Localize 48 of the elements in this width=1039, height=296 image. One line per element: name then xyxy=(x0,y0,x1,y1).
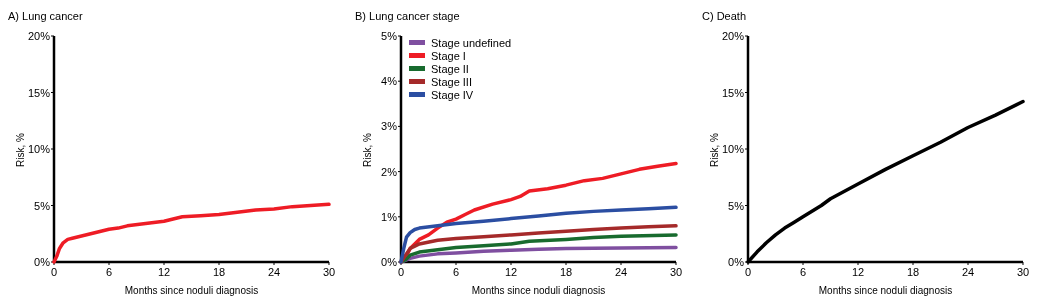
y-tick-label: 2% xyxy=(381,165,398,178)
x-tick-label: 24 xyxy=(267,266,281,278)
x-tick-label: 0 xyxy=(744,266,752,278)
y-axis-title: Risk, % xyxy=(362,132,373,167)
x-tick-label: 18 xyxy=(906,266,920,278)
y-axis-title: Risk, % xyxy=(15,132,26,167)
y-tick-label: 10% xyxy=(721,143,745,155)
y-tick-label: 0% xyxy=(381,256,398,268)
y-tick-label: 1% xyxy=(381,210,398,223)
x-tick-label: 30 xyxy=(322,266,336,278)
legend-label: Stage II xyxy=(431,63,469,75)
x-tick-label: 12 xyxy=(504,266,518,278)
y-tick-label: 4% xyxy=(381,75,398,88)
legend-label: Stage undefined xyxy=(431,37,512,49)
x-tick-label: 0 xyxy=(50,266,58,278)
chart-title: A) Lung cancer xyxy=(8,10,83,22)
x-tick-label: 12 xyxy=(157,266,171,278)
x-tick-label: 6 xyxy=(105,266,113,278)
y-tick-label: 20% xyxy=(27,30,51,42)
x-tick-label: 24 xyxy=(961,266,975,278)
y-tick-label: 15% xyxy=(27,86,51,99)
y-tick-label: 3% xyxy=(381,120,398,133)
y-tick-label: 5% xyxy=(728,199,745,212)
x-tick-label: 18 xyxy=(212,266,226,278)
x-tick-label: 12 xyxy=(851,266,865,278)
x-axis-title: Months since noduli diagnosis xyxy=(818,285,953,296)
x-tick-label: 6 xyxy=(799,266,807,278)
y-tick-label: 5% xyxy=(381,30,398,42)
x-tick-label: 0 xyxy=(397,266,405,278)
y-tick-label: 0% xyxy=(728,256,745,268)
legend-label: Stage IV xyxy=(431,89,474,101)
chart-title: B) Lung cancer stage xyxy=(355,10,460,22)
y-tick-label: 10% xyxy=(27,143,51,155)
x-tick-label: 30 xyxy=(1016,266,1030,278)
x-axis-title: Months since noduli diagnosis xyxy=(471,285,606,296)
legend-label: Stage I xyxy=(431,50,466,62)
y-tick-label: 0% xyxy=(34,256,51,268)
x-tick-label: 24 xyxy=(614,266,628,278)
x-tick-label: 18 xyxy=(559,266,573,278)
x-tick-label: 30 xyxy=(669,266,683,278)
chart-title: C) Death xyxy=(702,10,747,22)
y-tick-label: 5% xyxy=(34,199,51,212)
x-tick-label: 6 xyxy=(452,266,460,278)
legend-label: Stage III xyxy=(431,76,472,88)
y-tick-label: 20% xyxy=(721,30,745,42)
y-axis-title: Risk, % xyxy=(709,132,720,167)
y-tick-label: 15% xyxy=(721,86,745,99)
x-axis-title: Months since noduli diagnosis xyxy=(124,285,259,296)
